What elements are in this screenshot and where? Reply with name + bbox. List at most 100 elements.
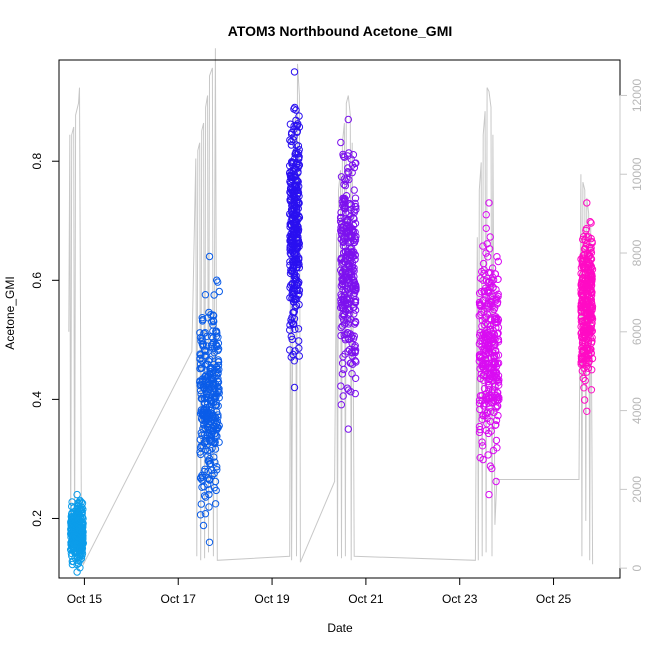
data-point [493, 253, 501, 261]
data-point [490, 386, 498, 394]
data-point [286, 120, 295, 128]
data-point [484, 340, 492, 349]
data-point [199, 337, 207, 345]
x-tick-label: Oct 17 [161, 592, 197, 606]
data-point [341, 269, 349, 277]
data-point [209, 321, 217, 329]
data-point [475, 340, 484, 348]
data-point [294, 242, 302, 250]
data-point [292, 116, 300, 125]
data-point [339, 392, 347, 400]
data-point [340, 365, 348, 374]
data-point [286, 233, 294, 241]
y-tick-label: 0.8 [30, 153, 44, 170]
data-point [202, 342, 211, 350]
data-point [70, 548, 79, 556]
y-axis-label: Acetone_GMI [3, 276, 17, 349]
data-point [200, 482, 208, 491]
data-point [578, 292, 587, 300]
data-point [196, 511, 205, 519]
data-point [348, 161, 357, 169]
data-point [204, 452, 212, 460]
data-point [77, 506, 86, 514]
data-point [587, 219, 595, 227]
data-point [198, 314, 206, 322]
data-point [215, 287, 224, 296]
data-point [344, 260, 352, 268]
data-point [339, 227, 347, 235]
data-point [209, 390, 218, 398]
data-point [587, 314, 595, 323]
data-point [287, 353, 295, 361]
data-point [202, 493, 210, 501]
data-point [212, 408, 221, 416]
data-point [486, 408, 495, 416]
data-point [288, 160, 296, 168]
data-point [214, 413, 222, 421]
data-point [587, 304, 595, 313]
data-point [197, 351, 205, 359]
data-point [483, 326, 491, 334]
data-point [490, 334, 498, 343]
data-point [489, 346, 497, 354]
data-point [485, 199, 493, 207]
data-point [494, 359, 503, 367]
data-point [291, 256, 299, 265]
data-point [290, 383, 299, 392]
plot-frame [58, 59, 621, 579]
data-point [345, 270, 353, 278]
data-point [489, 284, 497, 292]
data-point [583, 310, 591, 319]
data-point [214, 377, 222, 385]
data-point [584, 359, 593, 367]
chart-title: ATOM3 Northbound Acetone_GMI [228, 23, 453, 39]
data-point [340, 234, 349, 243]
data-point [347, 348, 356, 356]
data-point [205, 403, 213, 411]
data-point [584, 262, 592, 270]
data-point [346, 238, 354, 247]
data-point [204, 314, 212, 322]
data-point [292, 221, 300, 229]
data-point [581, 376, 589, 385]
data-point [578, 283, 586, 291]
data-point [74, 512, 83, 520]
data-point [485, 490, 493, 499]
data-point [200, 329, 208, 338]
data-point [583, 199, 591, 207]
data-point [494, 275, 502, 283]
data-point [340, 153, 348, 161]
data-point [205, 252, 214, 261]
y-axis-left: 0.2 0.4 0.6 0.8 [30, 153, 60, 527]
data-point [494, 257, 502, 266]
data-point [493, 300, 501, 308]
data-point [480, 320, 488, 329]
data-point [346, 306, 354, 314]
data-point [577, 355, 586, 363]
data-point [337, 214, 345, 222]
data-point [584, 233, 593, 241]
data-point [292, 122, 300, 130]
data-point [200, 394, 209, 403]
data-point [490, 351, 498, 360]
data-point [489, 446, 498, 455]
data-point [196, 386, 205, 395]
data-point [295, 352, 303, 360]
data-point [580, 396, 589, 404]
data-point [196, 329, 204, 337]
data-point [214, 358, 223, 366]
data-point [492, 477, 500, 486]
data-point [479, 242, 487, 250]
data-point [482, 277, 491, 285]
data-point [290, 125, 298, 134]
data-point [492, 404, 500, 412]
y-tick-label: 0.4 [30, 391, 44, 408]
data-point [492, 295, 500, 303]
data-point [345, 346, 354, 354]
data-point [294, 325, 303, 333]
data-point [482, 224, 490, 233]
data-point [208, 318, 216, 326]
data-point [208, 466, 216, 474]
data-point [70, 541, 79, 549]
data-point [337, 291, 345, 299]
